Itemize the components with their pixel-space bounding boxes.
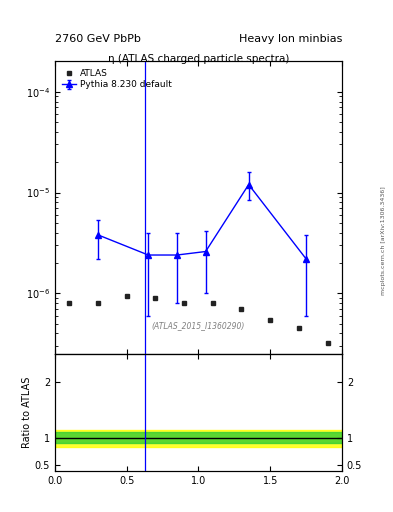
ATLAS [67,300,72,306]
ATLAS [297,325,301,331]
Text: mcplots.cern.ch [arXiv:1306.3436]: mcplots.cern.ch [arXiv:1306.3436] [381,186,386,295]
Text: 2760 GeV PbPb: 2760 GeV PbPb [55,33,141,44]
ATLAS [182,300,187,306]
ATLAS [268,316,273,323]
Legend: ATLAS, Pythia 8.230 default: ATLAS, Pythia 8.230 default [59,66,175,92]
ATLAS [96,300,101,306]
Line: ATLAS: ATLAS [67,293,330,346]
Y-axis label: Ratio to ATLAS: Ratio to ATLAS [22,377,32,448]
ATLAS [153,295,158,301]
Text: (ATLAS_2015_I1360290): (ATLAS_2015_I1360290) [152,322,245,331]
ATLAS [239,306,244,312]
ATLAS [211,300,215,306]
Text: Heavy Ion minbias: Heavy Ion minbias [239,33,342,44]
ATLAS [125,292,129,298]
ATLAS [325,340,330,346]
Text: η (ATLAS charged particle spectra): η (ATLAS charged particle spectra) [108,54,289,64]
